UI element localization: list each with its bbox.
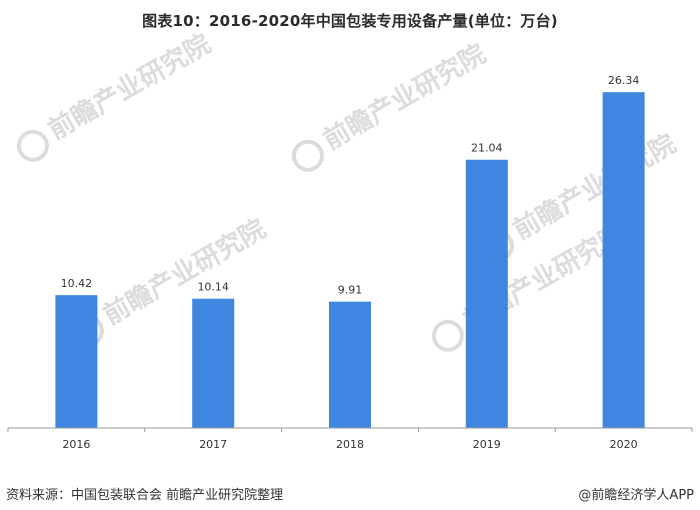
x-tick-label-2016: 2016	[62, 438, 90, 451]
watermark: 前瞻产业研究院	[291, 38, 491, 172]
watermark-text: 前瞻产业研究院	[508, 128, 681, 246]
watermark-logo-icon	[291, 139, 324, 172]
watermark-logo-icon	[16, 129, 49, 162]
chart-title: 图表10：2016-2020年中国包装专用设备产量(单位：万台)	[142, 12, 558, 30]
x-tick-label-2017: 2017	[199, 438, 227, 451]
bar-2017	[192, 298, 235, 428]
watermark-text: 前瞻产业研究院	[98, 213, 271, 331]
watermark-text: 前瞻产业研究院	[318, 38, 491, 156]
x-tick-label-2020: 2020	[610, 438, 638, 451]
value-label-2018: 9.91	[338, 284, 363, 297]
bar-2018	[329, 301, 371, 428]
watermark: 前瞻产业研究院	[71, 213, 271, 347]
bar-2019	[465, 159, 508, 429]
credit-note: @前瞻经济学人APP	[578, 488, 694, 503]
bar-2020	[602, 92, 645, 428]
value-label-2020: 26.34	[608, 74, 640, 87]
x-tick-label-2018: 2018	[336, 438, 364, 451]
bar-chart: 前瞻产业研究院 前瞻产业研究院 前瞻产业研究院 前瞻产业研究院 前瞻产业研究院 10.4…	[7, 28, 693, 451]
value-label-layer: 10.42 10.14 9.91 21.04 26.34	[61, 74, 640, 296]
value-label-2017: 10.14	[197, 281, 229, 294]
watermark-text: 前瞻产业研究院	[43, 28, 216, 146]
x-tick-label-2019: 2019	[473, 438, 501, 451]
bar-2016	[55, 295, 98, 428]
value-label-2019: 21.04	[471, 142, 503, 155]
bar-series	[55, 92, 645, 429]
x-tick-layer: 2016 2017 2018 2019 2020	[7, 428, 693, 451]
source-note: 资料来源：中国包装联合会 前瞻产业研究院整理	[6, 488, 284, 503]
value-label-2016: 10.42	[61, 277, 93, 290]
watermark: 前瞻产业研究院	[16, 28, 216, 162]
watermark-logo-icon	[431, 319, 464, 352]
